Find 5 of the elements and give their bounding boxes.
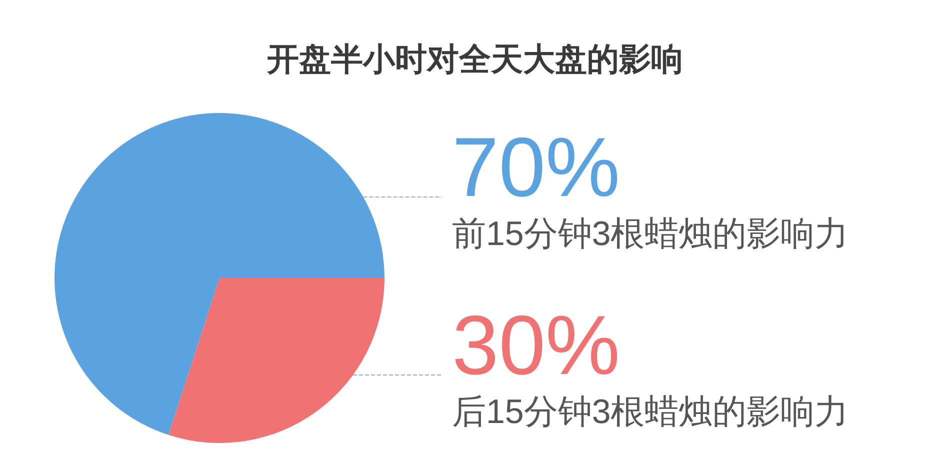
data-label: 70% [452,120,620,214]
data-label: 30% [452,298,620,392]
chart-title: 开盘半小时对全天大盘的影响 [266,41,683,77]
slice-label: 前15分钟3根蜡烛的影响力 [452,215,849,253]
slice-label: 后15分钟3根蜡烛的影响力 [452,393,849,431]
